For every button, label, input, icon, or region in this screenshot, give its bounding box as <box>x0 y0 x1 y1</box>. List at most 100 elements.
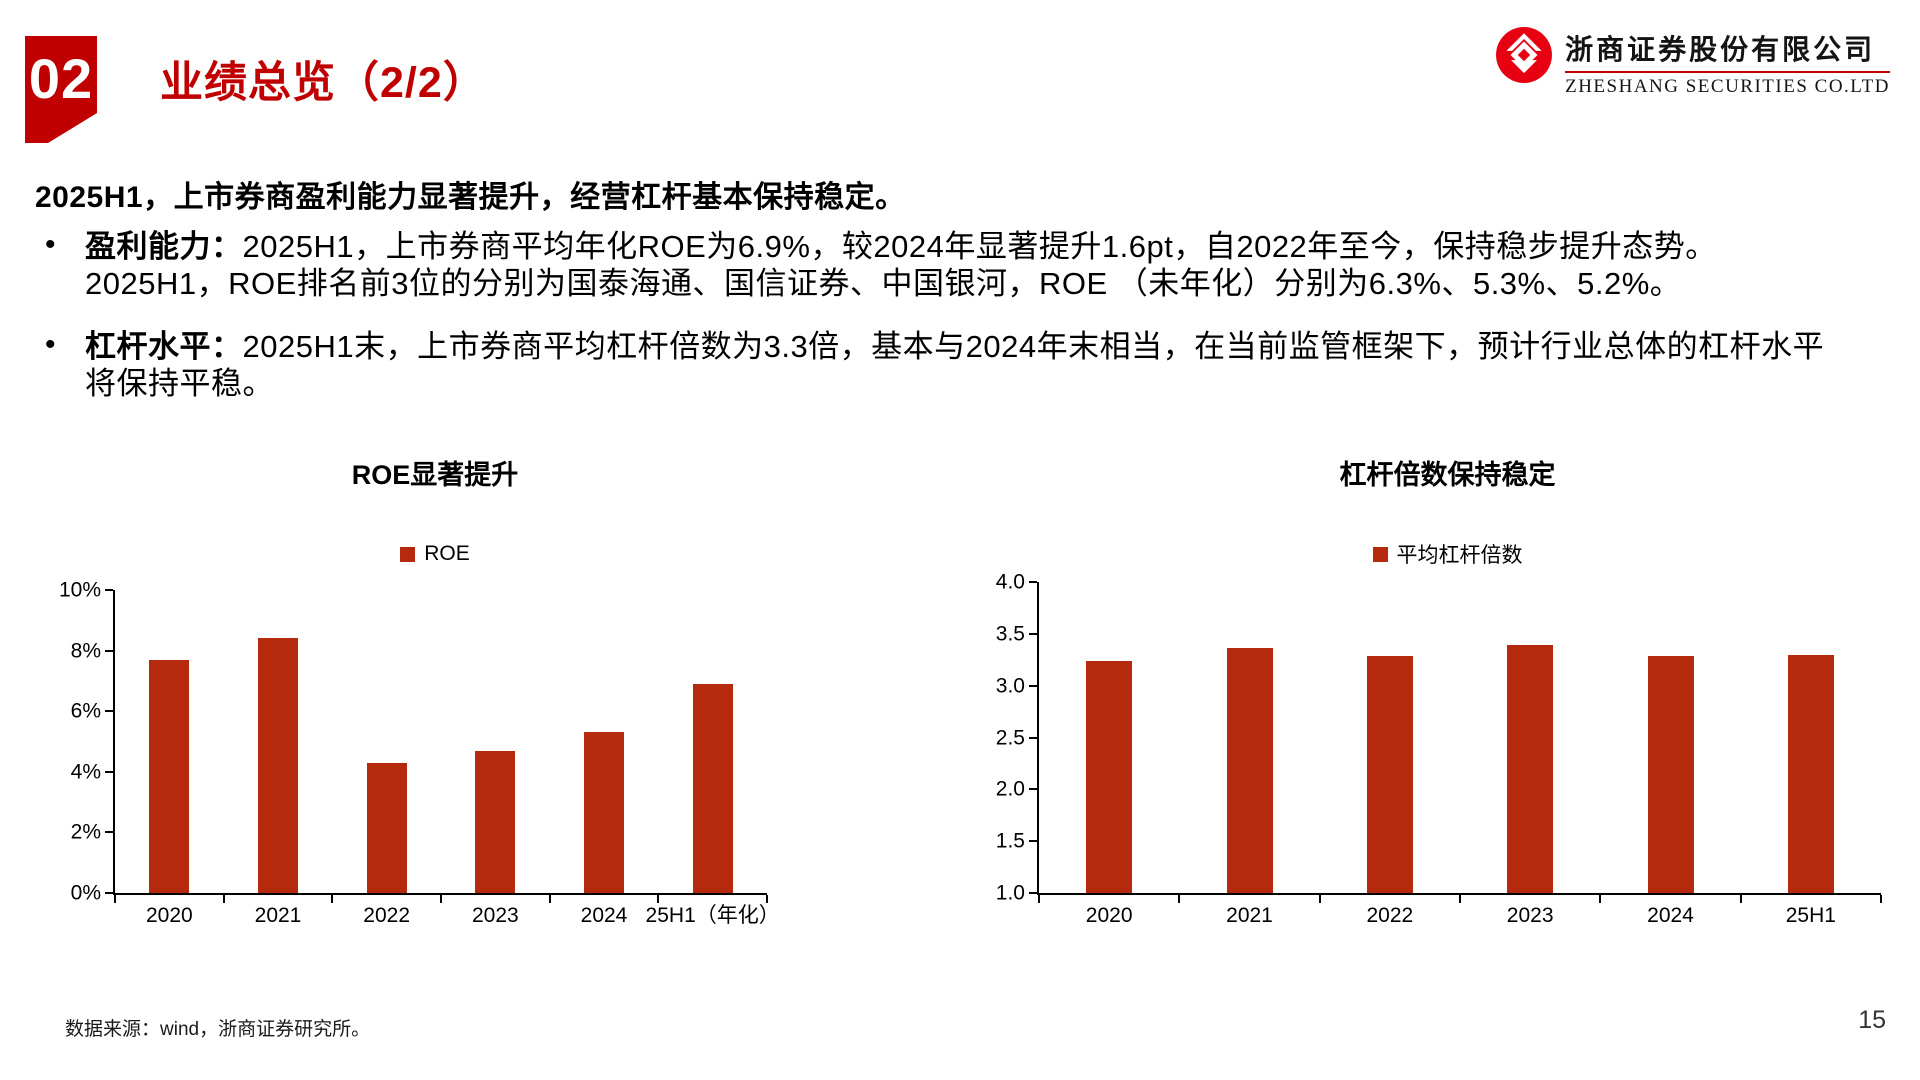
roe-chart: ROE显著提升 ROE 0% 2% 4% 6% 8% 10% 2020 2021 2022 202… <box>59 458 810 927</box>
y-axis-tick-label: 0% <box>70 881 101 905</box>
chart-title: 杠杆倍数保持稳定 <box>1339 460 1556 490</box>
x-axis-tick <box>440 895 442 903</box>
x-axis-tick <box>1318 895 1321 903</box>
x-axis-label: 2020 <box>145 904 193 927</box>
y-axis-tick <box>1029 788 1037 791</box>
y-axis-tick-label: 3.0 <box>995 674 1025 698</box>
page-number: 15 <box>1858 1006 1886 1034</box>
logo-text: 浙商证券股份有限公司 ZHESHANG SECURITIES CO.LTD <box>1565 26 1890 98</box>
y-axis-tick-label: 6% <box>70 699 101 723</box>
chart-title: ROE显著提升 <box>351 460 519 490</box>
y-axis-tick-label: 1.5 <box>995 829 1025 853</box>
x-axis-tick <box>1459 895 1461 903</box>
bar-2020 <box>1086 660 1133 893</box>
bullet-line: 盈利能力：2025H1，上市券商平均年化ROE为6.9%，较2024年显著提升1… <box>85 228 1901 265</box>
x-axis-label: 25H1 <box>1785 904 1836 927</box>
chart-legend: 平均杠杆倍数 <box>995 543 1900 567</box>
summary-bullets: • 盈利能力：2025H1，上市券商平均年化ROE为6.9%，较2024年显著提… <box>35 228 1901 428</box>
y-axis-tick-label: 10% <box>58 578 101 602</box>
x-axis-tick <box>1880 895 1882 903</box>
bar-2023 <box>1507 645 1554 893</box>
x-axis-tick <box>766 895 768 903</box>
x-axis-label: 2024 <box>1647 904 1694 927</box>
x-axis-tick <box>1599 895 1602 903</box>
y-axis-tick-label: 8% <box>70 639 101 663</box>
y-axis-tick <box>1029 632 1037 635</box>
y-axis-tick-label: 1.0 <box>995 881 1025 905</box>
legend-swatch <box>1372 546 1388 562</box>
y-axis-tick <box>1029 736 1037 739</box>
x-axis-label: 2021 <box>254 904 302 927</box>
leverage-chart: 杠杆倍数保持稳定 平均杠杆倍数 1.0 1.5 2.0 2.5 3.0 3.5 4.0 202… <box>995 458 1900 926</box>
x-axis-tick <box>1739 895 1742 903</box>
y-axis-tick <box>105 589 113 591</box>
bar-2022 <box>366 762 407 893</box>
section-number: 02 <box>28 47 94 110</box>
y-axis-tick-label: 2% <box>70 820 101 844</box>
bar-2021 <box>1226 648 1273 893</box>
x-axis-label: 2020 <box>1085 904 1133 927</box>
y-axis-tick <box>1029 684 1037 687</box>
bar-2024 <box>584 732 624 893</box>
x-axis-label: 2022 <box>1366 904 1414 927</box>
x-axis-label: 2022 <box>363 904 411 927</box>
y-axis-tick-label: 3.5 <box>995 622 1025 646</box>
page-title: 业绩总览（2/2） <box>160 59 487 107</box>
y-axis-tick-label: 4.0 <box>995 570 1025 594</box>
bullet-line: 杠杆水平：2025H1末，上市券商平均杠杆倍数为3.3倍，基本与2024年末相当… <box>85 328 1901 365</box>
legend-label: 平均杠杆倍数 <box>1396 544 1523 567</box>
y-axis-tick-label: 2.5 <box>995 726 1025 749</box>
bar-2023 <box>475 750 516 893</box>
bar-2022 <box>1366 655 1413 893</box>
data-source: 数据来源：wind，浙商证券研究所。 <box>65 1019 371 1040</box>
y-axis-tick <box>1029 892 1037 894</box>
x-axis-tick <box>1038 895 1040 903</box>
zheshang-logo-icon <box>1496 27 1553 83</box>
bullet-dot: • <box>45 228 57 261</box>
x-axis-label: 2021 <box>1226 904 1273 927</box>
y-axis-tick <box>105 892 113 894</box>
x-axis-label: 2023 <box>471 904 519 927</box>
plot-area: 0% 2% 4% 6% 8% 10% 2020 2021 2022 2023 2024 25H1（年化… <box>59 580 780 927</box>
bar-2021 <box>258 638 298 893</box>
section-number-badge: 02 <box>25 36 97 143</box>
plot-area: 1.0 1.5 2.0 2.5 3.0 3.5 4.0 2020 2021 2022 2023 202… <box>996 572 1882 926</box>
bullet-label: 盈利能力： <box>85 229 243 264</box>
y-axis-tick <box>105 649 113 652</box>
summary-heading: 2025H1，上市券商盈利能力显著提升，经营杠杆基本保持稳定。 <box>35 181 906 214</box>
x-axis-tick <box>222 895 225 903</box>
y-axis-tick <box>105 710 113 713</box>
bar-2020 <box>149 659 190 893</box>
bar-2024 <box>1647 655 1694 893</box>
logo-company-name-cn: 浙商证券股份有限公司 <box>1565 35 1876 66</box>
x-axis-tick <box>548 895 551 903</box>
bullet-leverage: • 杠杆水平：2025H1末，上市券商平均杠杆倍数为3.3倍，基本与2024年末… <box>35 328 1901 402</box>
x-axis-label: 2024 <box>580 904 628 927</box>
x-axis-label: 25H1（年化） <box>645 904 780 927</box>
bullet-line: 将保持平稳。 <box>85 366 274 401</box>
bullet-profitability: • 盈利能力：2025H1，上市券商平均年化ROE为6.9%，较2024年显著提… <box>35 228 1901 302</box>
y-axis-tick-label: 2.0 <box>995 777 1025 801</box>
y-axis-tick-label: 4% <box>70 760 101 784</box>
y-axis-tick <box>105 831 113 834</box>
logo-company-name-en: ZHESHANG SECURITIES CO.LTD <box>1565 76 1890 97</box>
x-axis-tick <box>114 895 116 903</box>
x-axis-tick <box>331 895 334 903</box>
chart-legend: ROE <box>60 542 810 565</box>
bullet-dot: • <box>45 328 57 361</box>
bar-25H1（年化） <box>692 683 733 893</box>
company-logo: 浙商证券股份有限公司 ZHESHANG SECURITIES CO.LTD <box>1495 26 1890 98</box>
bullet-line: 2025H1，ROE排名前3位的分别为国泰海通、国信证券、中国银河，ROE （未… <box>85 266 1682 301</box>
y-axis-tick <box>1029 581 1037 583</box>
legend-swatch <box>400 546 416 562</box>
bullet-text: 2025H1末，上市券商平均杠杆倍数为3.3倍，基本与2024年末相当，在当前监… <box>242 329 1825 364</box>
y-axis-tick <box>1029 840 1037 843</box>
x-axis-tick <box>1178 895 1181 903</box>
logo-divider <box>1565 71 1890 73</box>
bar-25H1 <box>1787 654 1834 893</box>
bullet-label: 杠杆水平： <box>85 329 243 364</box>
x-axis-tick <box>657 895 660 903</box>
legend-label: ROE <box>424 542 470 565</box>
y-axis-tick <box>105 770 113 773</box>
